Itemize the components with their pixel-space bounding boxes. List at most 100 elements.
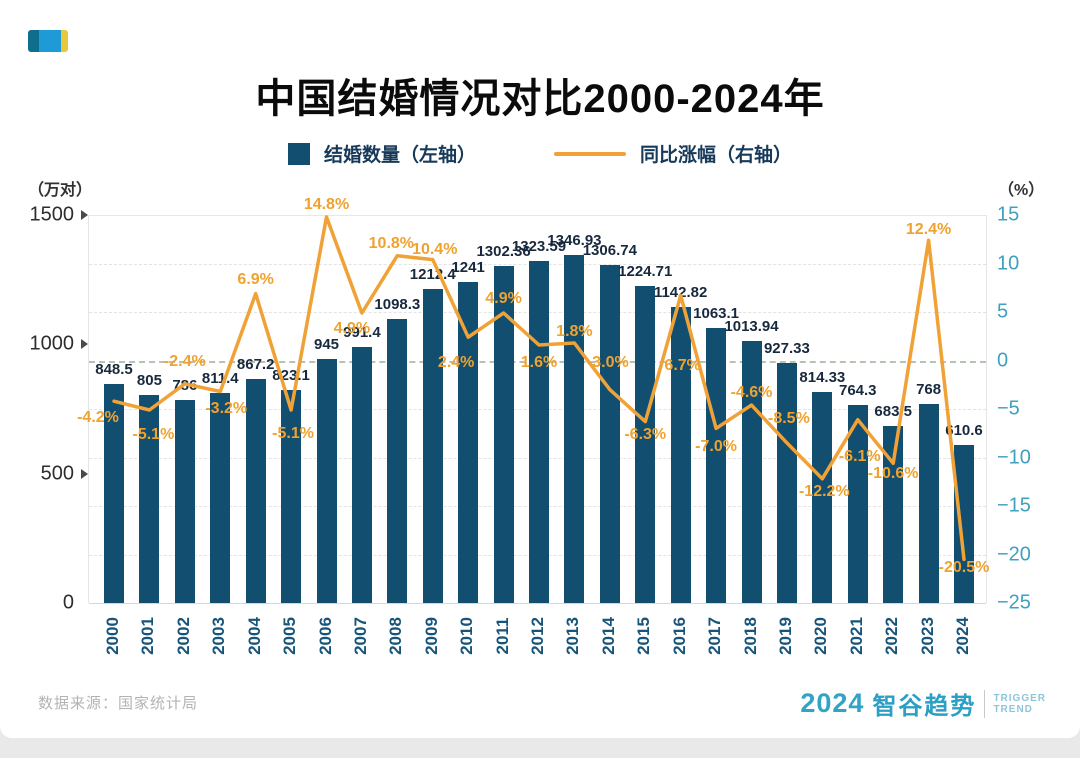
flag-icon xyxy=(28,30,68,52)
bar-value-label-2009: 1212.4 xyxy=(409,266,456,284)
bar-value-label-2012: 1323.59 xyxy=(511,237,567,255)
bar-2007 xyxy=(351,346,372,603)
x-axis-label-2014: 2014 xyxy=(598,617,618,655)
bar-value-label-2018: 1013.94 xyxy=(724,317,779,335)
bar-value-label-2006: 945 xyxy=(313,335,340,353)
right-axis-unit: （%） xyxy=(998,182,1045,199)
left-axis-tick-1000: 1000 xyxy=(29,332,75,355)
legend-label-line: 同比涨幅（右轴） xyxy=(640,145,793,166)
line-value-label-2015: -6.3% xyxy=(624,425,667,443)
line-value-label-2000: -4.2% xyxy=(77,409,119,427)
line-value-label-2016: 6.7% xyxy=(664,356,701,374)
x-axis-label-2012: 2012 xyxy=(528,617,547,655)
bar-value-label-2010: 1241 xyxy=(451,258,485,276)
line-swatch-icon xyxy=(554,151,626,156)
x-axis-label-2024: 2024 xyxy=(953,617,972,655)
bar-2023 xyxy=(918,404,939,603)
right-axis-tick--25: −25 xyxy=(997,591,1031,614)
bar-value-label-2004: 867.2 xyxy=(236,355,275,373)
line-value-label-2010: 2.4% xyxy=(437,354,475,372)
x-axis-label-2015: 2015 xyxy=(634,617,654,655)
line-value-label-2005: -5.1% xyxy=(272,424,314,442)
legend-label-bars: 结婚数量（左轴） xyxy=(323,145,476,166)
brand-logo: 2024 智谷趋势 TRIGGER TREND xyxy=(800,686,1046,721)
brand-name: 智谷趋势 xyxy=(872,693,977,720)
bar-2001 xyxy=(139,394,160,603)
legend-item-line: 同比涨幅（右轴） xyxy=(554,140,792,167)
bar-value-label-2003: 811.4 xyxy=(201,370,239,388)
x-axis-label-2001: 2001 xyxy=(138,617,158,655)
x-axis-label-2023: 2023 xyxy=(917,617,937,655)
flag-stripe-yellow xyxy=(61,30,68,52)
legend-item-bars: 结婚数量（左轴） xyxy=(287,140,476,167)
brand-year: 2024 xyxy=(800,688,865,718)
left-axis-tick-0: 0 xyxy=(62,591,74,614)
left-axis-unit: （万对） xyxy=(28,182,93,199)
x-axis-label-2011: 2011 xyxy=(492,617,512,655)
line-value-label-2007: 4.9% xyxy=(333,319,371,337)
brand-divider-icon xyxy=(984,689,986,718)
line-value-label-2002: -2.4% xyxy=(163,352,206,370)
line-value-label-2013: 1.8% xyxy=(556,323,593,341)
x-axis-label-2020: 2020 xyxy=(811,617,831,655)
gridline-15 xyxy=(89,215,986,216)
x-axis-label-2002: 2002 xyxy=(173,617,193,655)
x-axis-label-2019: 2019 xyxy=(775,617,795,655)
x-axis-label-2007: 2007 xyxy=(350,617,370,655)
bar-value-label-2013: 1346.93 xyxy=(547,231,602,249)
bar-2002 xyxy=(174,399,195,603)
x-axis-label-2018: 2018 xyxy=(740,617,760,655)
bar-2024 xyxy=(954,445,974,603)
bar-2011 xyxy=(493,266,514,603)
bar-value-label-2008: 1098.3 xyxy=(374,295,421,313)
bar-swatch-icon xyxy=(287,142,310,165)
line-value-label-2017: -7.0% xyxy=(695,438,737,456)
bar-2018 xyxy=(741,340,762,603)
bar-2020 xyxy=(812,392,833,603)
chart-title: 中国结婚情况对比2000-2024年 xyxy=(255,77,825,121)
bar-value-label-2019: 927.33 xyxy=(763,340,810,358)
brand-tagline: TRIGGER TREND xyxy=(993,693,1046,715)
bar-2021 xyxy=(847,405,868,603)
left-axis-tick-1500: 1500 xyxy=(29,203,75,226)
line-value-label-2014: -3.0% xyxy=(586,353,629,371)
line-value-label-2008: 10.8% xyxy=(368,234,415,252)
right-axis-tick-15: 15 xyxy=(997,203,1020,226)
bar-2000 xyxy=(104,383,124,603)
bar-value-label-2024: 610.6 xyxy=(945,422,983,440)
left-axis-arrow-icon xyxy=(81,339,88,350)
x-axis-label-2004: 2004 xyxy=(244,617,264,655)
bar-2009 xyxy=(422,289,443,603)
bar-2010 xyxy=(458,281,479,603)
right-axis-tick--5: −5 xyxy=(997,397,1020,420)
bar-2014 xyxy=(599,264,620,603)
x-axis-label-2022: 2022 xyxy=(882,617,902,655)
x-axis-label-2017: 2017 xyxy=(705,617,725,655)
legend: 结婚数量（左轴） 同比涨幅（右轴） xyxy=(0,140,1080,167)
bar-value-label-2016: 1142.82 xyxy=(653,284,708,302)
brand-tagline-line1: TRIGGER xyxy=(993,692,1046,704)
brand-tagline-line2: TREND xyxy=(993,703,1033,715)
bar-value-label-2015: 1224.71 xyxy=(618,263,673,281)
chart-plot-area: 848.5 805 786 811.4 867.2 823.1 945 991.4 1098.3… xyxy=(77,196,990,604)
x-axis-label-2016: 2016 xyxy=(669,617,689,655)
x-axis-label-2003: 2003 xyxy=(209,617,229,655)
bar-2019 xyxy=(776,363,797,603)
chart-card: 中国结婚情况对比2000-2024年 结婚数量（左轴） 同比涨幅（右轴） （万对… xyxy=(0,0,1080,738)
bar-value-label-2017: 1063.1 xyxy=(693,305,740,322)
x-axis-label-2006: 2006 xyxy=(315,617,335,655)
x-axis-label-2013: 2013 xyxy=(563,617,583,655)
line-value-label-2024: -20.5% xyxy=(938,559,990,577)
x-axis-label-2008: 2008 xyxy=(386,617,406,655)
line-value-label-2019: -8.5% xyxy=(768,409,810,427)
line-value-label-2003: -3.2% xyxy=(205,399,248,417)
line-value-label-2001: -5.1% xyxy=(132,425,175,443)
line-value-label-2020: -12.2% xyxy=(798,482,850,500)
bar-value-label-2020: 814.33 xyxy=(799,369,846,387)
yoy-polyline xyxy=(112,215,966,562)
right-axis-tick--20: −20 xyxy=(997,543,1031,565)
line-value-label-2022: -10.6% xyxy=(867,465,919,483)
line-value-label-2009: 10.4% xyxy=(412,240,458,258)
left-axis-tick-500: 500 xyxy=(40,462,74,485)
bar-value-label-2007: 991.4 xyxy=(343,323,381,341)
